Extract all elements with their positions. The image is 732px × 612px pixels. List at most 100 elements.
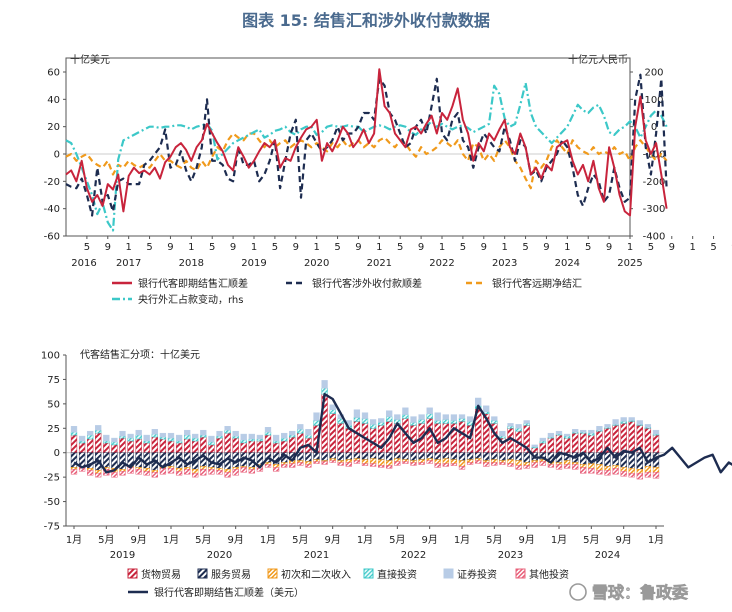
- bar-segment-2: [604, 466, 611, 471]
- bar-segment-1: [410, 452, 417, 461]
- bar-segment-3: [305, 434, 312, 439]
- bar-segment-4: [70, 426, 78, 433]
- bar-segment-4: [580, 429, 587, 433]
- bar-segment-5: [192, 472, 199, 478]
- bar-segment-5: [70, 469, 78, 475]
- bar-segment-4: [523, 420, 530, 424]
- bar-segment-5: [143, 471, 150, 476]
- bar-segment-4: [491, 416, 498, 421]
- bar-segment-2: [434, 459, 441, 464]
- top-year-label: 2019: [241, 258, 266, 269]
- bar-segment-3: [127, 437, 134, 442]
- bar-segment-2: [143, 468, 150, 472]
- bar-segment-5: [289, 463, 296, 468]
- bar-segment-2: [442, 458, 449, 464]
- bar-segment-1: [305, 452, 312, 462]
- bottom-x-tick-label: 5月: [292, 534, 308, 546]
- bar-segment-5: [644, 472, 652, 478]
- bottom-legend-label: 其他投资: [529, 568, 569, 581]
- bar-segment-2: [636, 469, 643, 474]
- bar-segment-2: [305, 461, 312, 465]
- bar-segment-4: [507, 423, 514, 427]
- bottom-y-tick-label: -50: [44, 497, 60, 508]
- bar-segment-1: [78, 452, 86, 467]
- bar-segment-4: [555, 430, 563, 435]
- bar-segment-4: [159, 432, 167, 438]
- bar-segment-5: [281, 464, 288, 468]
- bar-segment-0: [329, 413, 336, 453]
- top-x-tick-label: 1: [564, 242, 570, 253]
- bottom-x-tick-label: 1月: [357, 534, 373, 546]
- bar-segment-2: [418, 459, 425, 463]
- bottom-year-label: 2024: [595, 550, 620, 561]
- bar-segment-0: [458, 421, 466, 453]
- bar-segment-3: [184, 434, 191, 440]
- bar-segment-0: [159, 438, 167, 453]
- top-left-unit: 十亿美元: [70, 53, 110, 66]
- bar-segment-0: [256, 440, 264, 453]
- bar-segment-0: [531, 447, 538, 453]
- bar-segment-1: [442, 452, 449, 459]
- bar-segment-3: [297, 429, 304, 434]
- bar-segment-5: [208, 469, 215, 475]
- bar-segment-1: [523, 452, 530, 463]
- bottom-legend: 货物贸易 服务贸易 初次和二次收入 直接投资 证券投资 其他投资银行代客即期结售汇顺差（美…: [127, 568, 569, 599]
- top-x-tick-label: 9: [167, 242, 173, 253]
- bar-segment-1: [483, 452, 490, 461]
- bar-segment-3: [588, 432, 595, 436]
- bar-segment-5: [604, 470, 611, 476]
- bottom-y-tick-label: 25: [47, 424, 60, 435]
- bar-segment-4: [264, 427, 272, 433]
- bar-segment-2: [483, 460, 490, 463]
- bar-segment-5: [596, 470, 603, 475]
- bottom-legend-label: 服务贸易: [211, 568, 251, 581]
- bar-segment-3: [232, 435, 239, 439]
- bottom-year-label: 2023: [498, 550, 523, 561]
- bar-segment-1: [426, 452, 433, 459]
- bar-segment-0: [588, 434, 595, 453]
- bar-segment-1: [434, 452, 441, 460]
- watermark: 雪球：鲁政委: [569, 583, 689, 602]
- bar-segment-4: [499, 430, 506, 437]
- bar-segment-0: [78, 442, 86, 453]
- bar-segment-5: [475, 460, 482, 464]
- top-x-tick-label: 1: [313, 242, 319, 253]
- bar-segment-2: [216, 468, 223, 471]
- bar-segment-0: [289, 436, 296, 453]
- bar-segment-0: [272, 442, 280, 453]
- bar-segment-0: [151, 436, 158, 453]
- bar-segment-0: [87, 438, 94, 453]
- bar-segment-3: [507, 426, 514, 429]
- bar-segment-1: [361, 452, 369, 460]
- bottom-x-tick-label: 9月: [130, 534, 146, 546]
- bottom-net-settlement-line: [73, 392, 732, 474]
- bar-segment-4: [135, 429, 142, 436]
- bar-segment-1: [604, 452, 611, 467]
- bar-segment-3: [353, 417, 361, 422]
- bar-segment-2: [224, 469, 231, 473]
- bar-segment-4: [442, 414, 449, 420]
- bar-segment-4: [588, 429, 595, 434]
- bar-segment-5: [305, 464, 312, 468]
- bottom-legend-swatch: [443, 568, 454, 579]
- bar-segment-3: [499, 435, 506, 439]
- bottom-x-tick-label: 1月: [163, 534, 179, 546]
- bar-segment-0: [337, 423, 344, 453]
- chart-title: 图表 15: 结售汇和涉外收付款数据: [242, 11, 490, 30]
- bar-segment-0: [127, 440, 134, 453]
- bar-segment-4: [103, 434, 110, 442]
- bar-segment-2: [458, 460, 466, 467]
- bar-segment-1: [369, 452, 377, 459]
- bar-segment-0: [572, 432, 579, 453]
- bar-segment-0: [216, 437, 223, 454]
- bar-segment-2: [378, 459, 385, 466]
- bar-segment-2: [596, 464, 603, 471]
- bar-segment-4: [329, 404, 336, 410]
- top-x-tick-label: 5: [146, 242, 152, 253]
- bar-segment-0: [95, 432, 102, 453]
- bar-segment-5: [483, 462, 490, 467]
- top-right-unit: 十亿元人民币: [568, 53, 628, 66]
- top-legend-label: 银行代客远期净结汇: [492, 277, 582, 290]
- bar-segment-4: [426, 407, 433, 414]
- top-year-label: 2016: [71, 258, 96, 269]
